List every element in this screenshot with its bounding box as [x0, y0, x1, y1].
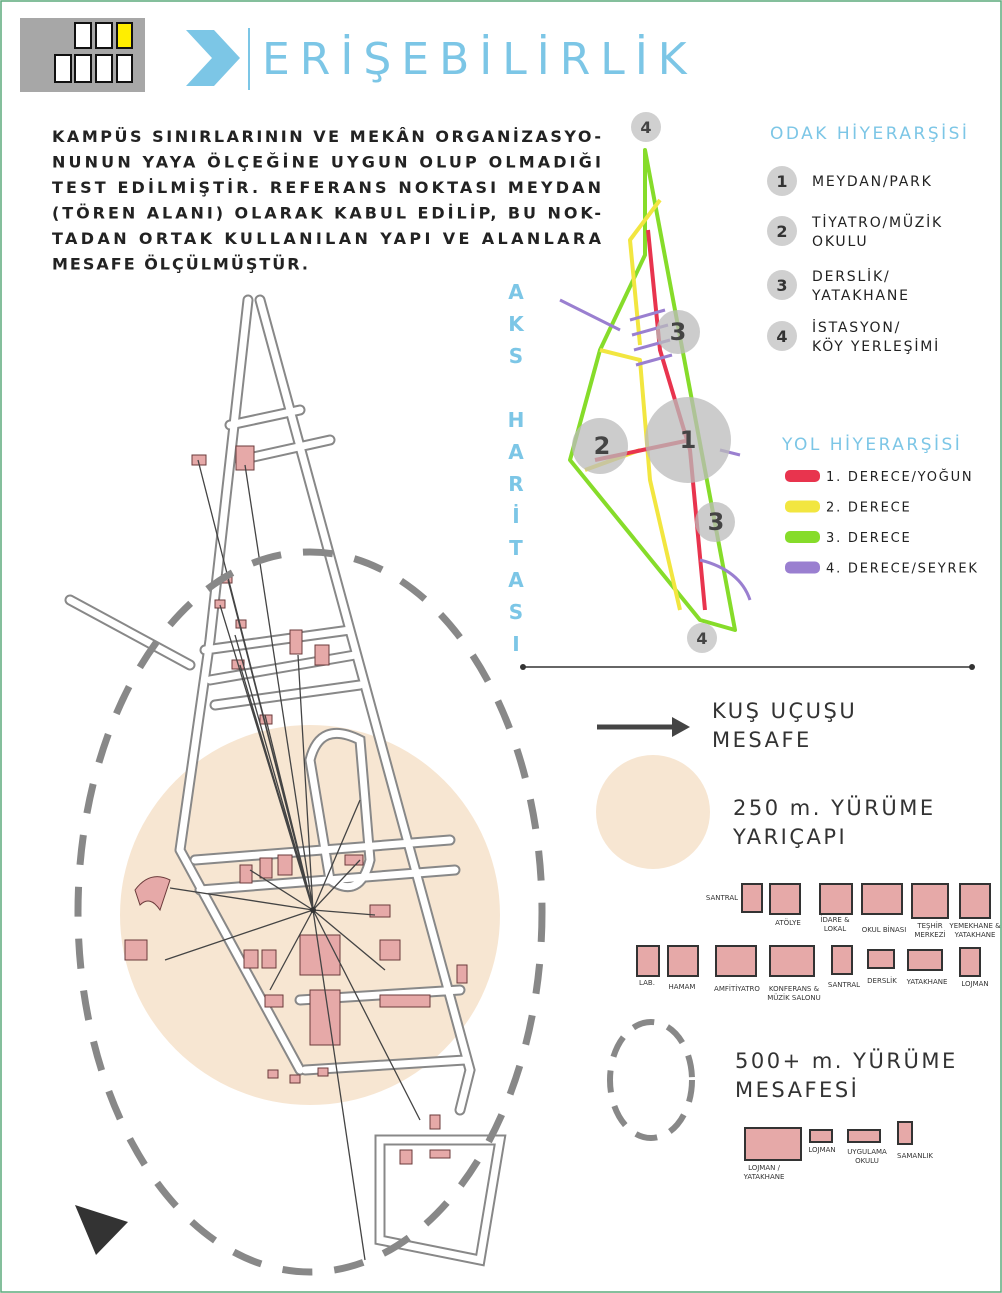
building-label: LOJMAN [808, 1146, 835, 1154]
building-icon [960, 884, 990, 918]
intro-line: TADAN ORTAK KULLANILAN YAPI VE ALANLARA [52, 229, 603, 248]
focus-label: TİYATRO/MÜZİK [811, 213, 943, 231]
reference-point [310, 907, 316, 913]
building-label: UYGULAMA [847, 1148, 887, 1156]
building-label: SANTRAL [828, 981, 860, 989]
building-icon [862, 884, 902, 914]
intro-line: KAMPÜS SINIRLARININ VE MEKÂN ORGANİZASYO… [52, 127, 603, 146]
focus-label: MEYDAN/PARK [812, 174, 933, 190]
building-label: YEMEKHANE & [948, 922, 1001, 930]
focus-number: 1 [776, 172, 787, 191]
building-icon [716, 946, 756, 976]
building-label: YATAKHANE [743, 1173, 785, 1181]
focus-label: DERSLİK/ [812, 267, 890, 285]
road-swatch [785, 501, 820, 513]
building-icon [770, 884, 800, 914]
road-swatch [785, 531, 820, 543]
divider-dot [969, 664, 975, 670]
marker-number: 3 [670, 318, 687, 346]
building-icon [832, 946, 852, 974]
building-label: LOJMAN [961, 980, 988, 988]
building-icon [908, 950, 942, 970]
road-label: 2. DERECE [826, 501, 912, 516]
road-swatch [785, 562, 820, 574]
logo [20, 18, 145, 92]
legend-label: 500+ m. YÜRÜME [735, 1048, 958, 1073]
building-icon [820, 884, 852, 914]
marker-number: 2 [594, 432, 611, 460]
legend-label: KUŞ UÇUŞU [712, 699, 857, 723]
axis-map-label: AKS HARİTASI [500, 280, 528, 664]
building-label: OKUL BİNASI [862, 925, 907, 934]
building-icon [898, 1122, 912, 1144]
focus-label: YATAKHANE [811, 288, 910, 304]
road-label: 1. DERECE/YOĞUN [826, 469, 973, 485]
building-label: OKULU [855, 1157, 879, 1165]
building-icon [912, 884, 948, 918]
building-icon [637, 946, 659, 976]
building-label: LAB. [639, 979, 655, 987]
road-title: YOL HİYERARŞİSİ [781, 434, 962, 455]
marker-number: 3 [708, 508, 725, 536]
focus-label: İSTASYON/ [812, 318, 901, 336]
building-label: İDARE & [820, 915, 850, 924]
range-symbol [610, 1022, 692, 1138]
building-icon [745, 1128, 801, 1160]
building-label: HAMAM [669, 983, 696, 991]
focus-label: KÖY YERLEŞİMİ [812, 337, 940, 355]
road-label: 3. DERECE [826, 531, 912, 546]
radius-symbol [596, 755, 710, 869]
building-icon [810, 1130, 832, 1142]
building-label: ATÖLYE [775, 918, 801, 927]
building-icon [770, 946, 814, 976]
divider-dot [520, 664, 526, 670]
legend-label: YARIÇAPI [732, 825, 847, 849]
marker-number: 4 [640, 118, 651, 137]
focus-title: ODAK HİYERARŞİSİ [770, 123, 969, 144]
building-label: YATAKHANE [954, 931, 996, 939]
building-label: KONFERANS & [769, 985, 820, 993]
marker-number: 4 [696, 629, 707, 648]
focus-number: 4 [776, 327, 787, 346]
road-label: 4. DERECE/SEYREK [826, 562, 979, 577]
poster: ERİŞEBİLİRLİK KAMPÜS SINIRLARININ VE MEK… [0, 0, 1002, 1293]
arrow-symbol [597, 717, 690, 737]
page-title: ERİŞEBİLİRLİK [262, 33, 697, 85]
building-icon [742, 884, 762, 912]
building-icon [960, 948, 980, 976]
intro-line: NUNUN YAYA ÖLÇEĞİNE UYGUN OLUP OLMADIĞI [52, 153, 603, 172]
focus-number: 3 [776, 276, 787, 295]
campus-map [70, 300, 542, 1272]
building-label: MERKEZİ [914, 930, 945, 939]
intro-line: (TÖREN ALANI) OLARAK KABUL EDİLİP, BU NO… [52, 204, 603, 223]
north-arrow [75, 1205, 128, 1255]
building-label: LOJMAN / [748, 1164, 781, 1172]
building-label: SANTRAL [706, 894, 738, 902]
building-icon [868, 950, 894, 968]
legend-label: MESAFE [712, 728, 812, 752]
marker-number: 1 [680, 426, 697, 454]
building-label: AMFİTİYATRO [714, 984, 760, 993]
building-label: SAMANLIK [897, 1152, 933, 1160]
building-label: DERSLİK [867, 976, 897, 985]
intro-line: MESAFE ÖLÇÜLMÜŞTÜR. [52, 255, 310, 274]
building-label: MÜZİK SALONU [767, 993, 821, 1002]
building-icon [668, 946, 698, 976]
building-label: LOKAL [824, 925, 846, 933]
intro-line: TEST EDİLMİŞTİR. REFERANS NOKTASI MEYDAN [52, 178, 603, 197]
legend-label: MESAFESİ [735, 1077, 859, 1102]
building-icon [848, 1130, 880, 1142]
focus-label: OKULU [812, 234, 868, 250]
focus-number: 2 [776, 222, 787, 241]
building-label: TEŞHİR [916, 921, 942, 930]
road-swatch [785, 470, 820, 482]
legend-label: 250 m. YÜRÜME [733, 795, 936, 820]
building-label: YATAKHANE [906, 978, 948, 986]
chevron [186, 30, 240, 86]
